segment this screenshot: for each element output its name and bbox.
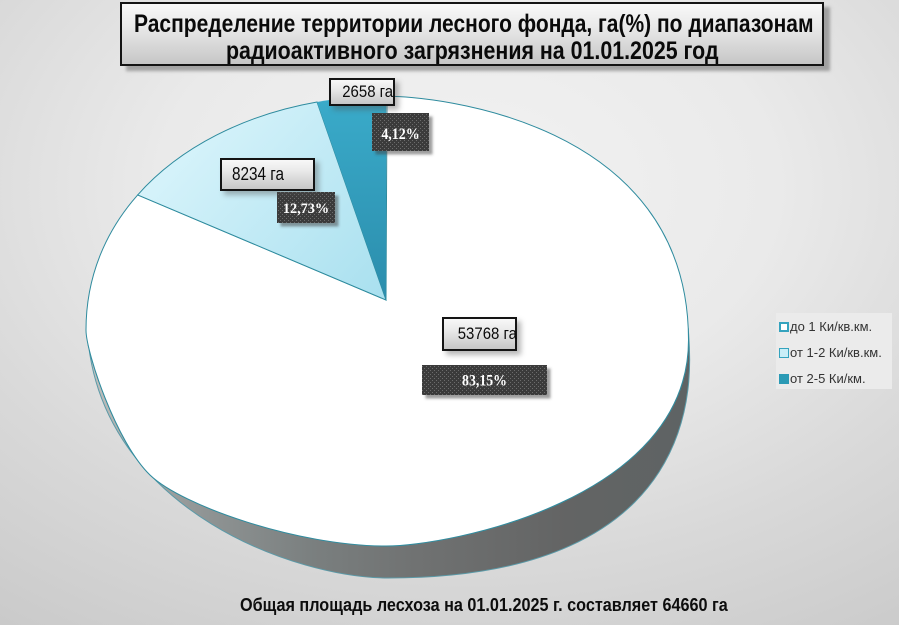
svg-text:83,15%: 83,15% xyxy=(462,372,507,389)
svg-text:4,12%: 4,12% xyxy=(381,126,419,143)
svg-text:12,73%: 12,73% xyxy=(283,201,329,217)
